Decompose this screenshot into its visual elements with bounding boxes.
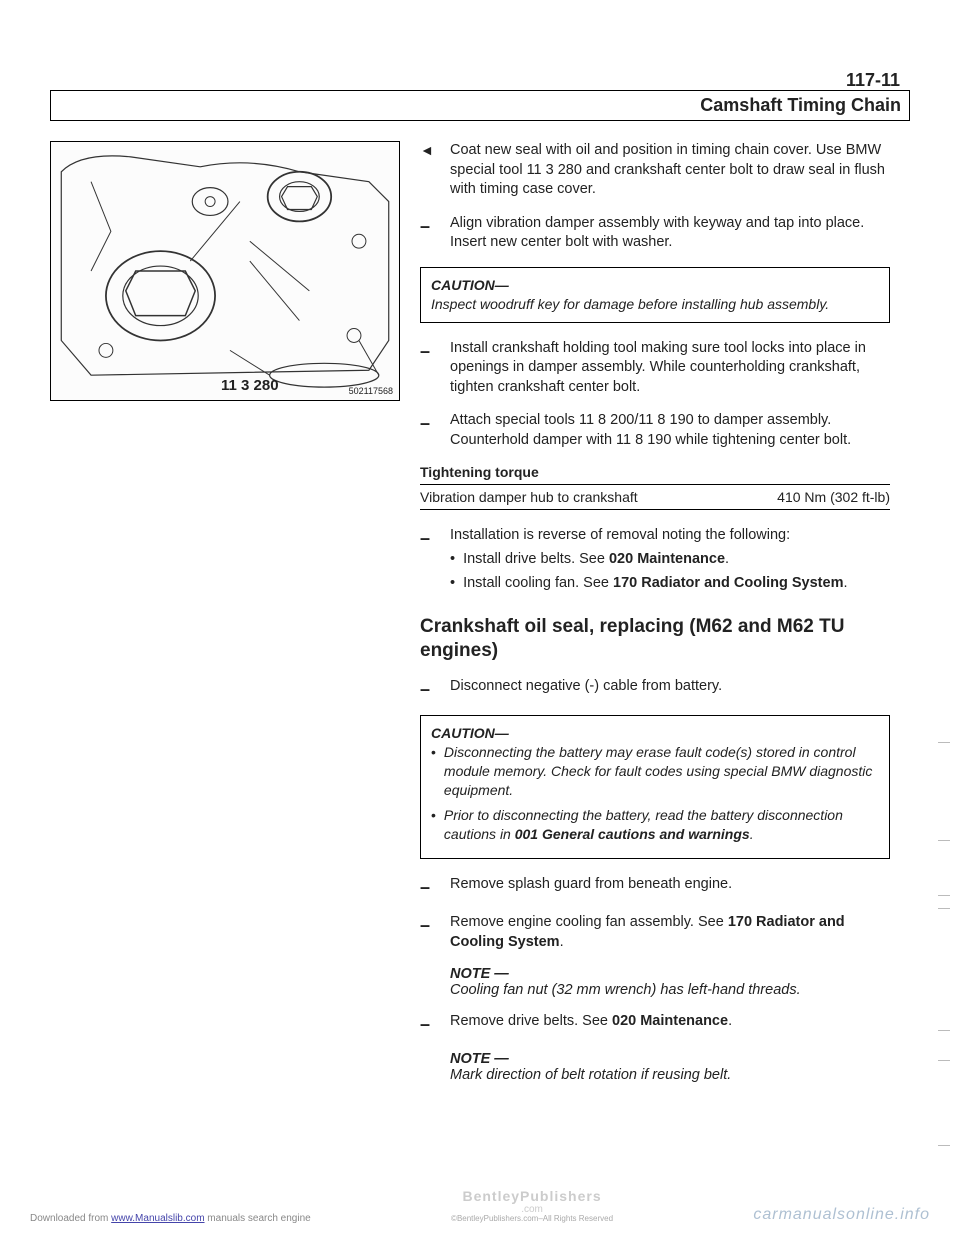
torque-label: Vibration damper hub to crankshaft — [420, 489, 638, 505]
step-text: Align vibration damper assembly with key… — [450, 214, 890, 253]
dash-icon — [420, 913, 438, 952]
step-text: Coat new seal with oil and position in t… — [450, 141, 890, 200]
dash-icon — [420, 875, 438, 900]
section-header: Camshaft Timing Chain — [50, 90, 910, 121]
arrow-icon — [420, 141, 438, 200]
note-body: Mark direction of belt rotation if reusi… — [450, 1067, 890, 1083]
step-text: Attach special tools 11 8 200/11 8 190 t… — [450, 411, 890, 450]
step-text: Installation is reverse of removal notin… — [450, 527, 790, 543]
step-coat-seal: Coat new seal with oil and position in t… — [420, 141, 890, 200]
dash-icon — [420, 411, 438, 450]
manualslib-link[interactable]: www.Manualslib.com — [111, 1213, 204, 1224]
step-install-reverse: Installation is reverse of removal notin… — [420, 526, 890, 597]
step-align-damper: Align vibration damper assembly with key… — [420, 214, 890, 253]
note-title: NOTE — [450, 1051, 509, 1067]
watermark: carmanualsonline.info — [753, 1206, 930, 1224]
step-text: Disconnect negative (-) cable from batte… — [450, 677, 890, 702]
footer-left: Downloaded from www.Manualslib.com manua… — [30, 1213, 311, 1224]
margin-marks — [938, 0, 950, 1242]
step-install-holding-tool: Install crankshaft holding tool making s… — [420, 339, 890, 398]
dash-icon — [420, 339, 438, 398]
step-attach-special-tools: Attach special tools 11 8 200/11 8 190 t… — [420, 411, 890, 450]
list-item: Install drive belts. See 020 Maintenance… — [450, 550, 890, 570]
step-remove-cooling-fan: Remove engine cooling fan assembly. See … — [420, 913, 890, 952]
step-text: Remove splash guard from beneath engine. — [450, 875, 890, 900]
step-text: Install crankshaft holding tool making s… — [450, 339, 890, 398]
list-item: Disconnecting the battery may erase faul… — [431, 743, 879, 800]
dash-icon — [420, 677, 438, 702]
note-cooling-fan-nut: NOTE Cooling fan nut (32 mm wrench) has … — [450, 966, 890, 998]
figure-tool-label: 11 3 280 — [221, 377, 279, 394]
figure-timing-cover: 11 3 280 502117568 — [50, 141, 400, 401]
footer: Downloaded from www.Manualslib.com manua… — [0, 1189, 960, 1224]
torque-table: Tightening torque Vibration damper hub t… — [420, 464, 890, 510]
note-title: NOTE — [450, 966, 509, 982]
note-belt-rotation: NOTE Mark direction of belt rotation if … — [450, 1051, 890, 1083]
step-remove-drive-belts: Remove drive belts. See 020 Maintenance. — [420, 1012, 890, 1037]
list-item: Install cooling fan. See 170 Radiator an… — [450, 574, 890, 594]
figure-id: 502117568 — [349, 386, 393, 396]
note-body: Cooling fan nut (32 mm wrench) has left-… — [450, 982, 890, 998]
caution-woodruff: CAUTION Inspect woodruff key for damage … — [420, 267, 890, 323]
section-title: Camshaft Timing Chain — [700, 95, 901, 116]
caution-title: CAUTION — [431, 725, 509, 741]
caution-battery: CAUTION Disconnecting the battery may er… — [420, 715, 890, 858]
step-disconnect-battery: Disconnect negative (-) cable from batte… — [420, 677, 890, 702]
dash-icon — [420, 526, 438, 597]
torque-title: Tightening torque — [420, 464, 890, 480]
step-remove-splash-guard: Remove splash guard from beneath engine. — [420, 875, 890, 900]
dash-icon — [420, 1012, 438, 1037]
list-item: Prior to disconnecting the battery, read… — [431, 806, 879, 844]
sub-list: Install drive belts. See 020 Maintenance… — [450, 550, 890, 593]
torque-value: 410 Nm (302 ft-lb) — [777, 489, 890, 505]
dash-icon — [420, 214, 438, 253]
page-number: 117-11 — [846, 70, 900, 91]
footer-center: BentleyPublishers .com ©BentleyPublisher… — [451, 1189, 613, 1224]
caution-body: Inspect woodruff key for damage before i… — [431, 295, 879, 314]
caution-title: CAUTION — [431, 277, 509, 293]
sub-heading-crankshaft-seal: Crankshaft oil seal, replacing (M62 and … — [420, 615, 890, 663]
